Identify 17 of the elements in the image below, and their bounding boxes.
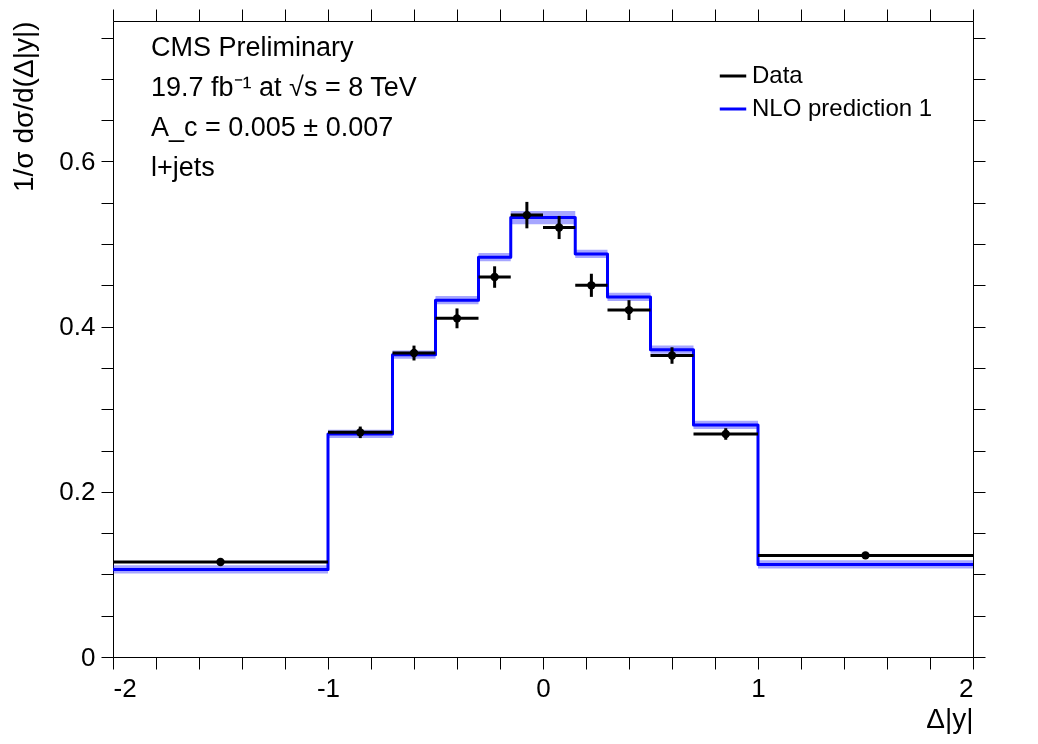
- y-tick-label: 0: [81, 641, 96, 672]
- annotation: CMS Preliminary: [151, 32, 355, 62]
- annotation: l+jets: [151, 152, 215, 182]
- x-tick-label: -2: [113, 672, 137, 703]
- legend-label: NLO prediction 1: [752, 94, 933, 121]
- x-axis-title: Δ|y|: [926, 702, 974, 734]
- annotation: A_c = 0.005 ± 0.007: [151, 112, 394, 142]
- annotation: 19.7 fb⁻¹ at √s = 8 TeV: [151, 72, 417, 102]
- y-tick-label: 0.6: [59, 145, 96, 176]
- x-tick-label: 1: [751, 672, 766, 703]
- x-tick-label: 2: [959, 672, 974, 703]
- x-tick-label: -1: [316, 672, 341, 703]
- legend-label: Data: [752, 61, 804, 88]
- y-tick-label: 0.2: [59, 476, 96, 507]
- x-tick-label: 0: [536, 672, 551, 703]
- y-tick-label: 0.4: [59, 311, 96, 342]
- y-axis-title: 1/σ dσ/d(Δ|y|): [8, 21, 40, 193]
